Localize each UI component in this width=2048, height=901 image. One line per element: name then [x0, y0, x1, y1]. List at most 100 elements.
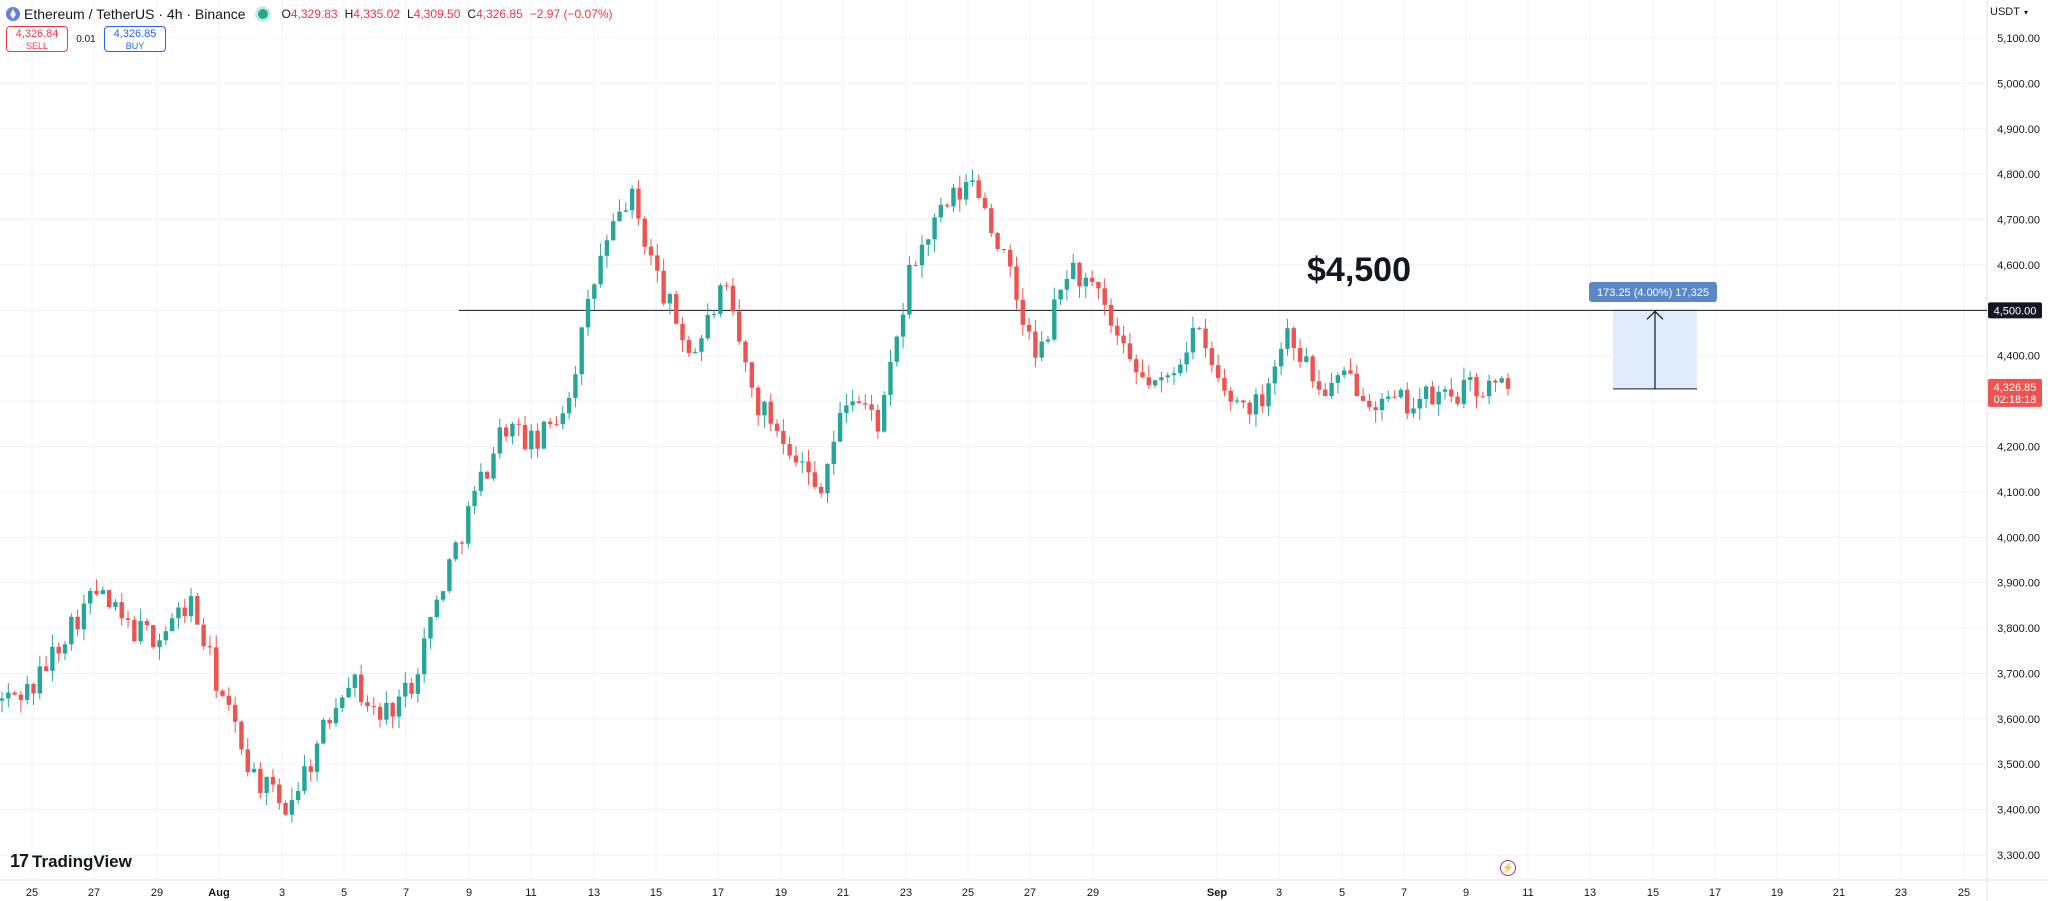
ethereum-icon[interactable] [6, 7, 20, 21]
candle-body [1209, 348, 1215, 366]
buy-button[interactable]: 4,326.85 BUY [104, 26, 166, 52]
candle-body [113, 602, 118, 608]
candle [762, 400, 767, 428]
price-axis[interactable]: 5,100.00 5,000.00 4,900.00 4,800.00 4,700.00… [1997, 33, 2040, 862]
currency-label: USDT [1990, 6, 2020, 18]
candle [69, 613, 74, 651]
candle-body [831, 441, 836, 465]
level-annotation-text[interactable]: $4,500 [1307, 251, 1411, 289]
candle [932, 213, 937, 252]
candle-body [289, 800, 295, 815]
candle-body [1197, 327, 1202, 329]
candle [566, 392, 572, 420]
candle-body [358, 674, 364, 703]
candle-body [907, 264, 912, 315]
ohlc-item: O4,329.83 [282, 7, 338, 21]
candle-body [1083, 277, 1089, 287]
candle-body [1411, 408, 1416, 414]
candle [1247, 400, 1252, 424]
candle [157, 633, 162, 660]
candle [944, 202, 950, 209]
candle [1467, 370, 1473, 392]
candle-body [226, 695, 232, 705]
candle [264, 776, 269, 806]
candle [176, 602, 181, 629]
candle-body [1064, 279, 1070, 290]
candle [869, 394, 874, 421]
time-tick-label: 21 [837, 887, 849, 899]
candle [667, 292, 673, 315]
candle [837, 401, 843, 442]
ohlc-item: −2.97 (−0.07%) [530, 7, 613, 21]
candle [894, 335, 899, 367]
candle-body [510, 423, 515, 437]
candle-body [667, 294, 673, 304]
candle-body [1449, 389, 1454, 397]
candle-body [1247, 402, 1252, 415]
candle-body [377, 706, 383, 720]
price-projection[interactable]: 173.25 (4.00%) 17,325 [1589, 282, 1717, 390]
candle [573, 366, 578, 408]
candle-body [699, 338, 704, 352]
candle-body [554, 424, 559, 426]
chevron-down-icon: ▾ [2023, 8, 2028, 17]
candle [1045, 336, 1051, 344]
candle [1436, 385, 1441, 416]
market-status-icon[interactable] [257, 9, 268, 19]
candle-body [1052, 299, 1057, 340]
candle-body [982, 197, 988, 209]
tradingview-logo[interactable]: 17 TradingView [10, 851, 132, 872]
candle-body [818, 487, 824, 494]
candle-body [844, 405, 849, 413]
candle-body [963, 182, 969, 200]
candle [692, 347, 698, 354]
candle [94, 579, 99, 596]
candle [478, 463, 484, 497]
time-axis[interactable]: 25 27 29 Aug 3 5 7 9 11 13 15 17 19 21 23 25 27 29 Sep 3 5 7 9… [26, 887, 1970, 899]
candle-body [913, 264, 918, 266]
candle [1486, 374, 1492, 405]
symbol-title[interactable]: Ethereum / TetherUS · 4h · Binance [24, 6, 246, 22]
candle-body [629, 188, 635, 211]
candle [560, 405, 566, 430]
candle [1291, 326, 1296, 361]
candle [1152, 379, 1158, 388]
trade-panel: 4,326.84 SELL 0.01 4,326.85 BUY [6, 26, 166, 52]
candle [277, 778, 282, 810]
candle-body [308, 766, 313, 772]
candle-body [1033, 331, 1038, 358]
sell-button[interactable]: 4,326.84 SELL [6, 26, 68, 52]
price-tick-label: 5,100.00 [1997, 33, 2040, 45]
candle-body [1234, 400, 1240, 402]
candle-body [1260, 394, 1265, 407]
candle-body [1089, 277, 1095, 282]
candle-body [1360, 396, 1366, 401]
candle [144, 618, 150, 631]
candle [1323, 383, 1328, 397]
candle [522, 415, 528, 451]
candle-body [1499, 378, 1504, 383]
currency-selector[interactable]: USDT ▾ [1990, 6, 2028, 18]
time-tick-label: 25 [1958, 887, 1970, 899]
sell-label: SELL [25, 41, 49, 51]
candle [812, 461, 818, 490]
time-tick-label: 13 [588, 887, 600, 899]
candle-body [793, 455, 799, 463]
candle-body [957, 187, 962, 200]
candle [1297, 339, 1303, 368]
candle [434, 595, 439, 620]
ohlc-label: C [467, 7, 477, 21]
candle-body [163, 631, 169, 641]
candle [743, 339, 748, 372]
candle [1064, 270, 1070, 301]
candle-body [1190, 327, 1196, 353]
candle-body [636, 188, 641, 219]
tradingview-logo-text: TradingView [32, 851, 132, 871]
candle-body [1335, 375, 1341, 383]
candle-body [535, 430, 540, 449]
candle [283, 800, 288, 816]
candle-body [365, 702, 370, 707]
lightning-icon[interactable]: ⚡ [1500, 860, 1516, 876]
time-tick-label: 25 [962, 887, 974, 899]
